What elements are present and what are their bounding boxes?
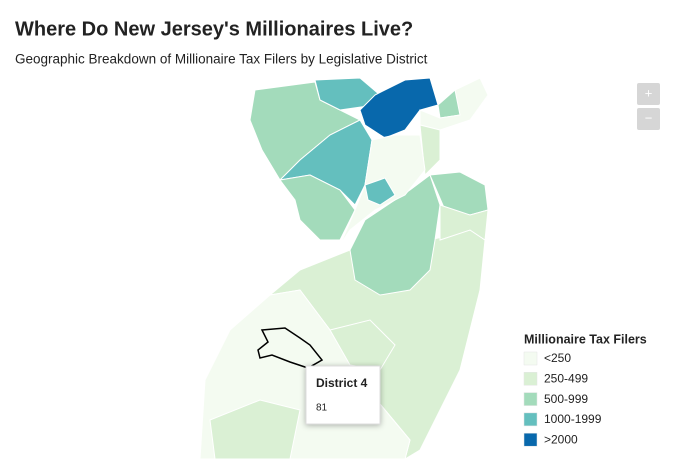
zoom-controls: + − (637, 83, 660, 130)
zoom-out-label: − (645, 110, 653, 125)
zoom-out-button[interactable] (637, 108, 660, 130)
legend: Millionaire Tax Filers <250 250-499 500-99… (523, 332, 647, 447)
legend-label: <250 (544, 351, 571, 365)
legend-title: Millionaire Tax Filers (524, 332, 647, 346)
legend-label: 250-499 (544, 371, 588, 385)
legend-swatch (523, 351, 538, 366)
legend-swatch (523, 392, 538, 406)
tooltip-value: 81 (316, 403, 328, 414)
subtitle: Geographic Breakdown of Millionaire Tax … (15, 52, 428, 67)
district[interactable] (279, 174, 356, 241)
district[interactable] (439, 204, 489, 241)
legend-label: 1000-1999 (544, 412, 602, 426)
district[interactable] (329, 319, 396, 371)
zoom-in-button[interactable] (637, 83, 660, 105)
legend-swatch (523, 372, 538, 386)
selected-district (257, 327, 324, 369)
tooltip: District 4 81 (305, 365, 381, 425)
district[interactable] (209, 399, 301, 459)
legend-label: >2000 (544, 432, 578, 446)
legend-label: 500-999 (544, 392, 588, 406)
zoom-in-label: + (645, 85, 653, 100)
map (199, 77, 489, 459)
title: Where Do New Jersey's Millionaires Live? (15, 18, 413, 40)
legend-swatch (523, 412, 538, 427)
tooltip-box (305, 365, 381, 425)
district[interactable] (359, 77, 439, 139)
district[interactable] (364, 177, 396, 206)
tooltip-title: District 4 (316, 376, 368, 390)
legend-swatch (523, 432, 538, 447)
